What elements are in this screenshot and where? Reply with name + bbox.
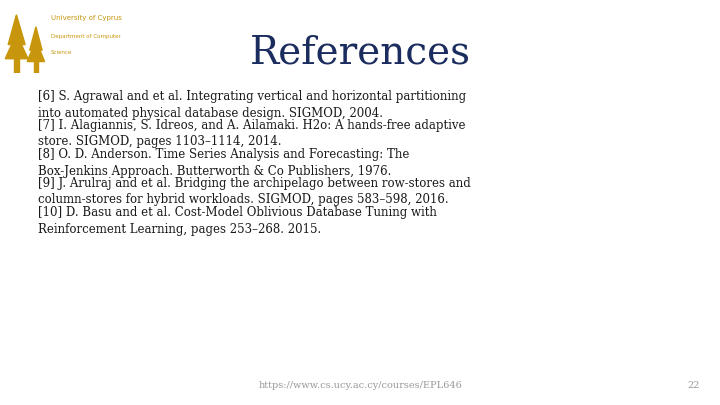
- Bar: [14, 58, 19, 73]
- Polygon shape: [5, 34, 28, 59]
- Text: 22: 22: [688, 381, 700, 390]
- Bar: [35, 61, 37, 73]
- Text: [9] J. Arulraj and et al. Bridging the archipelago between row-stores and
column: [9] J. Arulraj and et al. Bridging the a…: [38, 177, 471, 207]
- Text: [7] I. Alagiannis, S. Idreos, and A. Ailamaki. H2o: A hands-free adaptive
store.: [7] I. Alagiannis, S. Idreos, and A. Ail…: [38, 119, 466, 149]
- Text: https://www.cs.ucy.ac.cy/courses/EPL646: https://www.cs.ucy.ac.cy/courses/EPL646: [258, 381, 462, 390]
- Polygon shape: [30, 27, 42, 50]
- Text: References: References: [250, 35, 470, 72]
- Polygon shape: [27, 40, 45, 62]
- Text: [10] D. Basu and et al. Cost-Model Oblivious Database Tuning with
Reinforcement : [10] D. Basu and et al. Cost-Model Obliv…: [38, 206, 437, 235]
- Text: University of Cyprus: University of Cyprus: [51, 15, 122, 21]
- Text: [6] S. Agrawal and et al. Integrating vertical and horizontal partitioning
into : [6] S. Agrawal and et al. Integrating ve…: [38, 90, 466, 119]
- Text: Department of Computer: Department of Computer: [51, 34, 120, 39]
- Text: Science: Science: [51, 50, 72, 55]
- Text: [8] O. D. Anderson. Time Series Analysis and Forecasting: The
Box-Jenkins Approa: [8] O. D. Anderson. Time Series Analysis…: [38, 148, 410, 177]
- Polygon shape: [8, 15, 25, 45]
